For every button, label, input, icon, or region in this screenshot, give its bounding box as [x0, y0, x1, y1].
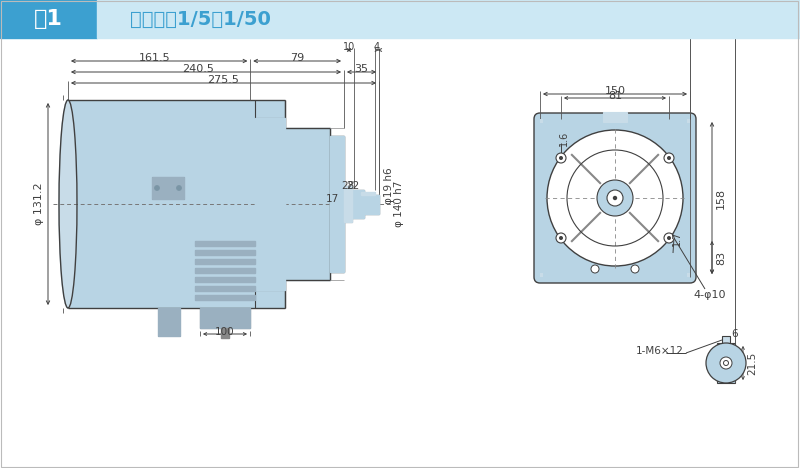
Text: 6: 6 — [732, 329, 738, 339]
Bar — [221, 328, 229, 338]
Circle shape — [177, 185, 182, 190]
Bar — [330, 136, 344, 272]
Text: 35: 35 — [354, 64, 369, 74]
Bar — [280, 184, 285, 194]
Bar — [285, 128, 330, 280]
Bar — [687, 273, 690, 277]
Text: 1.6: 1.6 — [559, 131, 569, 146]
Circle shape — [667, 156, 671, 160]
Bar — [280, 169, 285, 179]
Bar — [195, 286, 255, 291]
Bar — [364, 195, 379, 213]
Text: 17: 17 — [326, 194, 338, 204]
Circle shape — [664, 233, 674, 243]
Bar — [200, 308, 250, 328]
Bar — [722, 336, 730, 344]
Text: 275.5: 275.5 — [207, 75, 239, 85]
Circle shape — [547, 130, 683, 266]
Bar — [344, 190, 364, 218]
Text: 減速比、1/5～1/50: 減速比、1/5～1/50 — [130, 9, 271, 29]
Circle shape — [556, 153, 566, 163]
Bar — [195, 295, 255, 300]
Bar — [361, 191, 375, 195]
Ellipse shape — [59, 100, 77, 308]
Circle shape — [667, 236, 671, 240]
Circle shape — [154, 185, 159, 190]
Bar — [344, 186, 352, 222]
Text: 図1: 図1 — [34, 9, 62, 29]
Bar — [195, 277, 255, 282]
Bar — [280, 199, 285, 209]
Text: 158: 158 — [716, 188, 726, 209]
Bar — [717, 343, 735, 383]
Bar — [540, 273, 543, 277]
Circle shape — [614, 197, 617, 199]
Bar — [195, 259, 255, 264]
Circle shape — [559, 236, 563, 240]
Text: 4: 4 — [374, 43, 380, 52]
Bar — [68, 100, 285, 308]
Text: 10: 10 — [343, 43, 355, 52]
Text: 83: 83 — [716, 250, 726, 264]
Bar — [540, 119, 543, 123]
Text: 22: 22 — [346, 181, 360, 191]
Text: 28: 28 — [342, 181, 354, 191]
Bar — [0, 0, 97, 38]
Bar — [97, 0, 800, 38]
Circle shape — [556, 233, 566, 243]
Circle shape — [720, 357, 732, 369]
FancyBboxPatch shape — [534, 113, 696, 283]
Bar — [612, 195, 618, 201]
Circle shape — [664, 153, 674, 163]
Bar — [255, 118, 285, 290]
Bar — [158, 308, 180, 336]
Text: φ19 h6: φ19 h6 — [384, 168, 394, 205]
Circle shape — [591, 265, 599, 273]
Bar — [280, 214, 285, 224]
Text: 79: 79 — [290, 53, 304, 63]
Bar — [195, 241, 255, 246]
Circle shape — [706, 343, 746, 383]
Text: 1.7: 1.7 — [672, 230, 682, 246]
Circle shape — [559, 156, 563, 160]
Text: 100: 100 — [215, 327, 235, 337]
Text: 1-M6×12: 1-M6×12 — [636, 346, 684, 356]
Text: φ 131.2: φ 131.2 — [34, 183, 44, 225]
Text: 150: 150 — [605, 86, 626, 96]
Text: 161.5: 161.5 — [138, 53, 170, 63]
Text: 240.5: 240.5 — [182, 64, 214, 74]
Text: 81: 81 — [608, 91, 622, 101]
Circle shape — [631, 265, 639, 273]
Bar — [687, 119, 690, 123]
Text: φ 140 h7: φ 140 h7 — [394, 181, 404, 227]
Bar — [195, 250, 255, 255]
Text: 21.5: 21.5 — [747, 351, 757, 374]
Bar — [195, 268, 255, 273]
Bar — [152, 177, 184, 199]
Circle shape — [607, 190, 623, 206]
Bar — [603, 112, 627, 122]
Circle shape — [597, 180, 633, 216]
Text: 4-φ10: 4-φ10 — [693, 290, 726, 300]
Bar — [280, 229, 285, 239]
